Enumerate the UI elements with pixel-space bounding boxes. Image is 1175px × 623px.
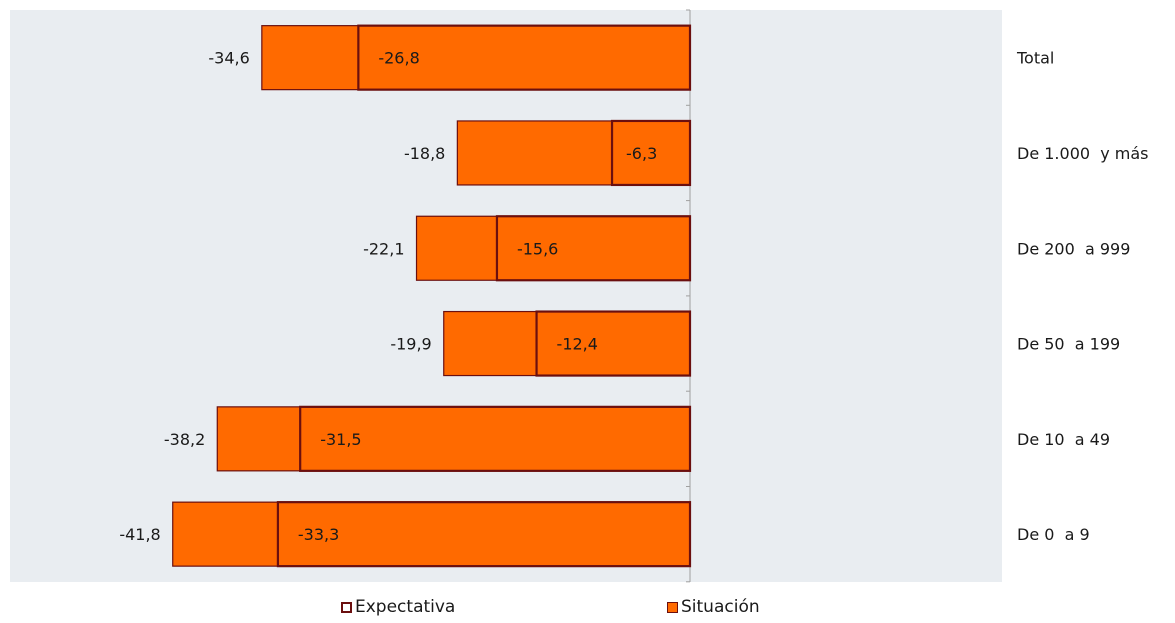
data-label-situacion: -6,3 xyxy=(626,144,657,163)
data-label-situacion: -15,6 xyxy=(517,239,558,258)
data-label-expectativa: -38,2 xyxy=(164,430,205,449)
expectativa-swatch-icon xyxy=(341,601,352,613)
data-label-expectativa: -19,9 xyxy=(390,335,431,354)
bar-situacion xyxy=(495,215,692,282)
situacion-swatch-icon xyxy=(667,601,678,613)
category-label: De 0 a 9 xyxy=(1017,525,1090,544)
bar-situacion xyxy=(357,24,692,91)
legend-item-situacion: Situación xyxy=(667,597,760,617)
legend-item-expectativa: Expectativa xyxy=(341,597,455,617)
data-label-expectativa: -34,6 xyxy=(208,49,249,68)
category-label: De 1.000 y más xyxy=(1017,144,1149,163)
bar-situacion xyxy=(610,119,692,187)
plot-area xyxy=(10,10,1002,582)
data-label-situacion: -31,5 xyxy=(320,430,361,449)
data-label-expectativa: -41,8 xyxy=(119,525,160,544)
category-label: Total xyxy=(1016,49,1054,68)
legend-label-situacion: Situación xyxy=(681,597,760,617)
bar-situacion xyxy=(276,501,692,568)
category-label: De 200 a 999 xyxy=(1017,239,1130,258)
data-label-expectativa: -18,8 xyxy=(404,144,445,163)
category-label: De 10 a 49 xyxy=(1017,430,1110,449)
data-label-situacion: -33,3 xyxy=(298,525,339,544)
legend-label-expectativa: Expectativa xyxy=(355,597,456,617)
data-label-expectativa: -22,1 xyxy=(363,239,404,258)
data-label-situacion: -26,8 xyxy=(378,49,419,68)
data-label-situacion: -12,4 xyxy=(557,335,598,354)
bar-situacion xyxy=(535,310,692,377)
bar-situacion xyxy=(299,405,692,472)
category-label: De 50 a 199 xyxy=(1017,335,1120,354)
